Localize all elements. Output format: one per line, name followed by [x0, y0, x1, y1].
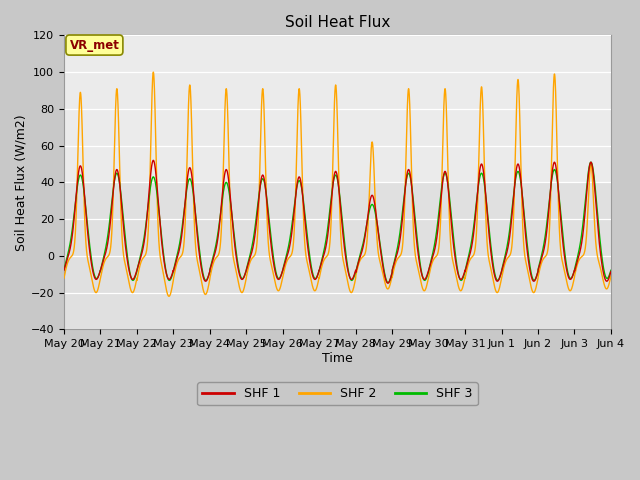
Y-axis label: Soil Heat Flux (W/m2): Soil Heat Flux (W/m2) [15, 114, 28, 251]
Legend: SHF 1, SHF 2, SHF 3: SHF 1, SHF 2, SHF 3 [197, 383, 477, 406]
Text: VR_met: VR_met [70, 38, 119, 51]
X-axis label: Time: Time [322, 352, 353, 365]
Title: Soil Heat Flux: Soil Heat Flux [285, 15, 390, 30]
Bar [64, 36, 611, 182]
